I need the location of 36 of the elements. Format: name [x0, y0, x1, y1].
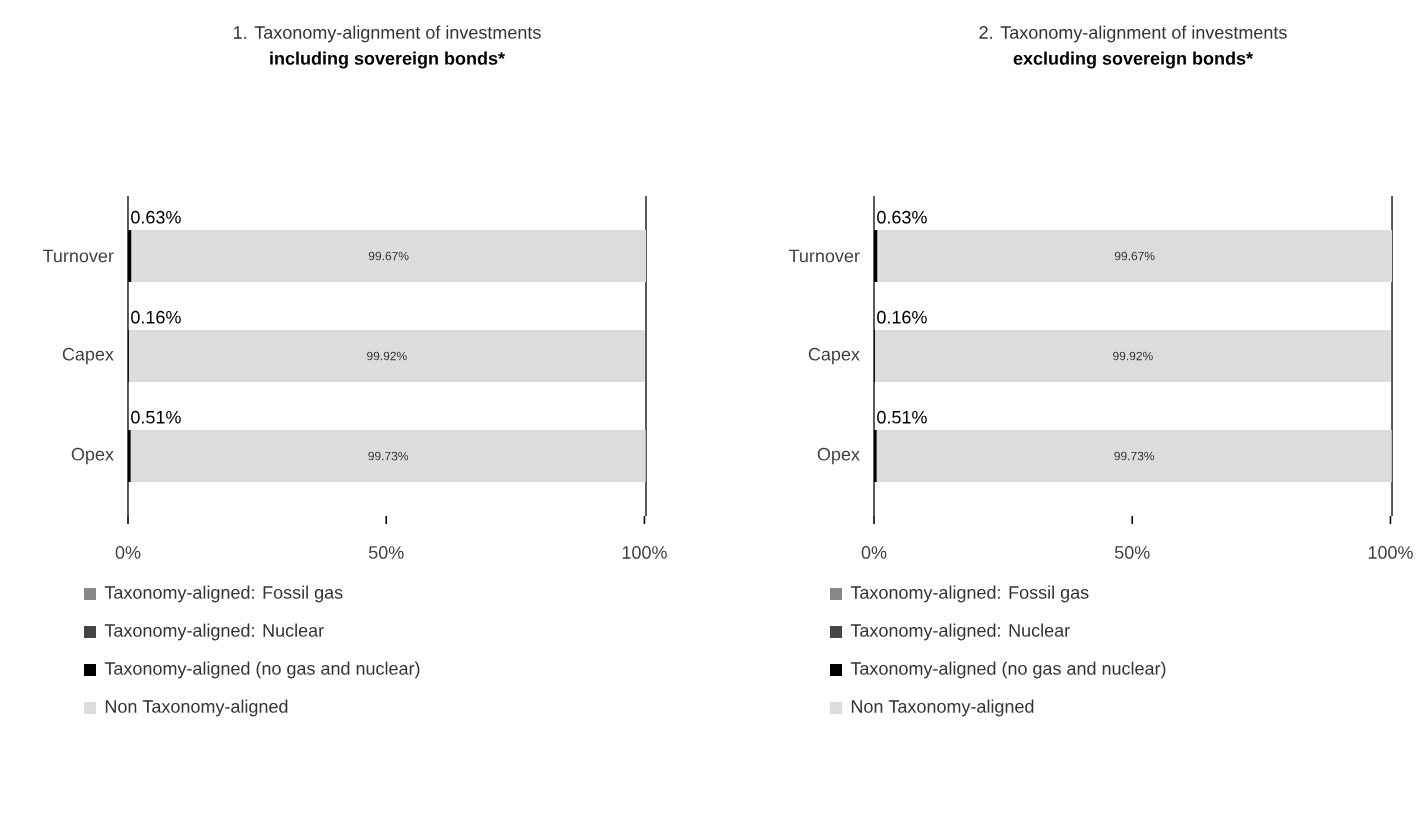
- data-label: 0.51%: [131, 410, 181, 424]
- legend-label: Taxonomy-aligned (no gas and nuclear): [104, 661, 420, 679]
- x-tick-label: 50%: [1114, 546, 1150, 559]
- data-label: 0.16%: [131, 310, 181, 324]
- bar: [130, 430, 646, 482]
- bar: [877, 230, 1393, 283]
- legend-label: Taxonomy-aligned: Fossil gas: [104, 585, 343, 603]
- chart-title: 2. Taxonomy-alignment of investments: [979, 25, 1287, 43]
- y-tick-label: Capex: [808, 347, 860, 365]
- chart-title: 1. Taxonomy-alignment of investments: [233, 25, 541, 43]
- y-tick-label: Turnover: [788, 249, 860, 263]
- legend-label: Taxonomy-aligned: Nuclear: [104, 623, 324, 641]
- legend-label: Taxonomy-aligned: Fossil gas: [850, 585, 1089, 603]
- bar: [874, 330, 1391, 383]
- y-tick-label: Opex: [817, 447, 860, 465]
- bar: [131, 230, 647, 283]
- legend-label: Non Taxonomy-aligned: [851, 699, 1034, 717]
- legend-label: Non Taxonomy-aligned: [105, 699, 288, 717]
- legend-label: Taxonomy-aligned: Nuclear: [850, 623, 1070, 641]
- chart-subtitle: including sovereign bonds*: [270, 51, 506, 69]
- y-tick-label: Turnover: [42, 249, 114, 263]
- data-label: 0.63%: [877, 210, 927, 224]
- x-tick-label: 100%: [1368, 546, 1413, 559]
- bar: [876, 430, 1392, 482]
- x-tick-label: 100%: [622, 546, 667, 559]
- y-tick-label: Capex: [62, 347, 114, 365]
- data-label: 0.63%: [131, 210, 181, 224]
- chart-subtitle: excluding sovereign bonds*: [1013, 51, 1254, 69]
- bar: [128, 330, 645, 383]
- y-tick-label: Opex: [71, 447, 114, 465]
- x-tick-label: 50%: [368, 546, 404, 559]
- x-tick-label: 0%: [115, 546, 141, 559]
- data-label: 0.16%: [877, 310, 927, 324]
- data-label: 0.51%: [877, 410, 927, 424]
- legend-label: Taxonomy-aligned (no gas and nuclear): [850, 661, 1166, 679]
- x-tick-label: 0%: [861, 546, 887, 559]
